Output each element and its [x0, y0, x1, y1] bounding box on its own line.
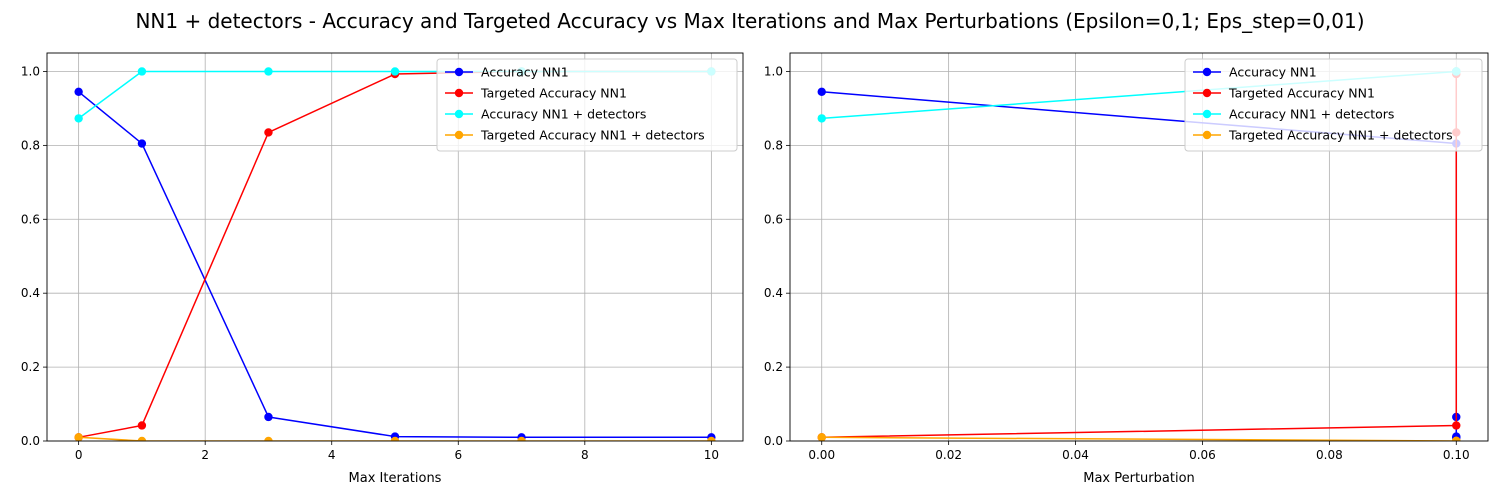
- y-tick-label-4: 0.8: [21, 138, 40, 152]
- legend-swatch-marker-2: [454, 109, 464, 119]
- x-tick-label-0: 0: [75, 448, 83, 462]
- x-axis-label: Max Perturbation: [1083, 471, 1195, 486]
- series-2-point-3: [390, 67, 400, 76]
- legend-swatch-marker-2: [1202, 109, 1212, 119]
- y-tick-label-3: 0.6: [21, 212, 40, 226]
- series-1-point-1: [137, 421, 147, 430]
- legend-swatch-marker-3: [454, 130, 464, 140]
- x-tick-label-1: 2: [201, 448, 209, 462]
- x-tick-label-2: 4: [328, 448, 336, 462]
- axes-frame: [46, 52, 744, 442]
- series-line-0: [78, 91, 712, 439]
- y-tick-label-5: 1.0: [21, 64, 40, 78]
- legend-box: [436, 58, 738, 152]
- series-0-point-0: [74, 87, 83, 97]
- series-0-point-1: [137, 139, 147, 148]
- y-tick-label-0: 0.0: [21, 434, 40, 448]
- series-3-point-5: [707, 436, 716, 441]
- series-1-point-2: [264, 128, 273, 137]
- legend-swatch-marker-3: [1202, 130, 1212, 140]
- axes-frame: [789, 52, 1489, 442]
- x-tick-label-3: 0.06: [1189, 448, 1216, 462]
- x-axis-label: Max Iterations: [349, 471, 442, 486]
- figure-title: NN1 + detectors - Accuracy and Targeted …: [135, 9, 1364, 33]
- x-tick-label-4: 8: [581, 448, 589, 462]
- legend-entry-1: Targeted Accuracy NN1: [1228, 86, 1375, 101]
- y-tick-label-1: 0.2: [764, 360, 783, 374]
- y-tick-label-1: 0.2: [21, 360, 40, 374]
- series-2-point-0: [817, 114, 826, 123]
- series-3-point-1: [137, 436, 147, 441]
- series-3-point-3: [390, 436, 400, 441]
- legend-swatch-marker-1: [454, 88, 464, 98]
- series-3-point-0: [817, 433, 826, 441]
- series-3-point-0: [74, 433, 83, 441]
- x-tick-label-5: 0.10: [1443, 448, 1470, 462]
- legend-box: [1184, 58, 1483, 152]
- x-tick-label-1: 0.02: [935, 448, 962, 462]
- series-1-point-1: [1452, 421, 1461, 430]
- series-line-3: [78, 436, 712, 441]
- legend-entry-3: Targeted Accuracy NN1 + detectors: [1228, 128, 1453, 143]
- legend-swatch-marker-0: [454, 67, 464, 77]
- series-3-point-2: [264, 436, 273, 441]
- x-tick-label-0: 0.00: [808, 448, 835, 462]
- chart-panel-right: 0.00 0.02 0.04 0.06 0.08 0.10 0.0 0.2 0.4 0.6 0.8 1…: [764, 52, 1489, 486]
- legend: Accuracy NN1 Targeted Accuracy NN1 Accurac…: [1184, 58, 1483, 152]
- x-tick-label-5: 10: [704, 448, 719, 462]
- y-tick-label-4: 0.8: [764, 138, 783, 152]
- series-3-point-5: [1452, 436, 1461, 441]
- legend-entry-2: Accuracy NN1 + detectors: [1229, 107, 1394, 122]
- x-tick-label-4: 0.08: [1316, 448, 1343, 462]
- series-0-point-2: [264, 412, 273, 422]
- series-2-point-2: [264, 67, 273, 76]
- y-tick-label-2: 0.4: [764, 286, 783, 300]
- x-tick-label-2: 0.04: [1062, 448, 1089, 462]
- x-tick-label-3: 6: [454, 448, 462, 462]
- series-2-point-1: [137, 67, 147, 76]
- series-line-3: [821, 436, 1457, 441]
- y-tick-label-5: 1.0: [764, 64, 783, 78]
- legend-swatch-marker-0: [1202, 67, 1212, 77]
- y-tick-label-2: 0.4: [21, 286, 40, 300]
- legend-swatch-marker-1: [1202, 88, 1212, 98]
- legend-entry-2: Accuracy NN1 + detectors: [481, 107, 646, 122]
- legend-entry-3: Targeted Accuracy NN1 + detectors: [480, 128, 705, 143]
- series-2-point-0: [74, 114, 83, 123]
- legend-entry-0: Accuracy NN1: [1229, 65, 1317, 80]
- series-0-point-0: [817, 87, 826, 97]
- legend: Accuracy NN1 Targeted Accuracy NN1 Accurac…: [436, 58, 738, 152]
- legend-entry-0: Accuracy NN1: [481, 65, 569, 80]
- y-tick-label-0: 0.0: [764, 434, 783, 448]
- y-tick-label-3: 0.6: [764, 212, 783, 226]
- chart-panel-left: 0 2 4 6 8 10 0.0 0.2 0.4 0.6 0.8 1.0 Max Iterations A…: [21, 52, 744, 486]
- legend-entry-1: Targeted Accuracy NN1: [480, 86, 627, 101]
- series-3-point-4: [517, 436, 526, 441]
